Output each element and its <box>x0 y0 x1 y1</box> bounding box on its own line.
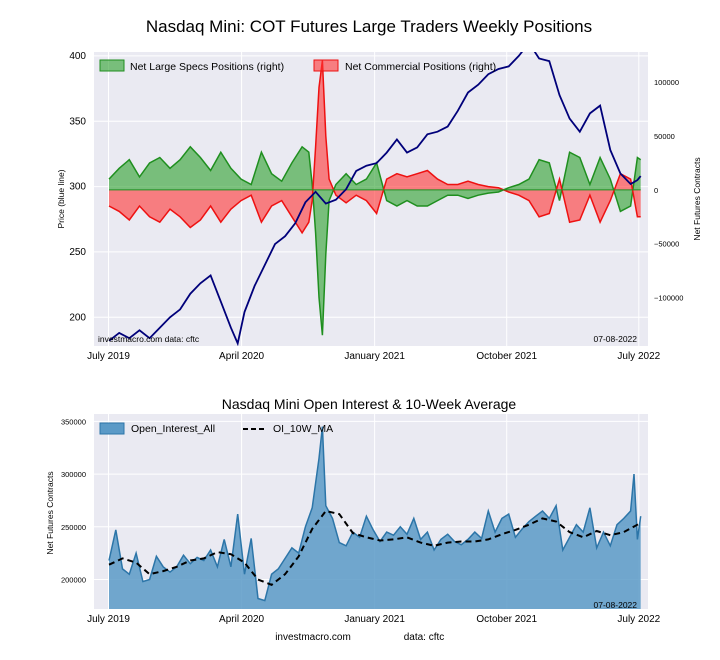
legend-swatch-open-interest <box>99 422 125 435</box>
y-tick-label: 250 <box>69 247 86 258</box>
y-tick-label: 400 <box>69 51 86 62</box>
bottom-left-axis-label: Net Futures Contracts <box>45 471 55 554</box>
x-tick-label: April 2020 <box>219 614 264 625</box>
top-legend: Net Large Specs Positions (right) Net Co… <box>99 59 496 73</box>
top-series-group <box>108 52 642 346</box>
footer-source-site: investmacro.com <box>275 632 351 643</box>
top-corner-right-date: 07-08-2022 <box>594 334 638 344</box>
top-left-axis-label: Price (blue line) <box>56 169 66 228</box>
x-tick-label: July 2019 <box>87 614 130 625</box>
bottom-series-group <box>108 426 642 609</box>
y2-tick-label: −50000 <box>654 240 679 249</box>
y2-tick-label: 100000 <box>654 78 679 87</box>
legend-label-oi-avg: OI_10W_MA <box>273 423 333 435</box>
specs-series-line <box>108 145 642 336</box>
commercial-series-line <box>108 60 641 235</box>
footer-source-data: data: cftc <box>404 632 445 643</box>
y-tick-label: 300000 <box>61 470 86 479</box>
x-tick-label: July 2019 <box>87 351 130 362</box>
legend-swatch-specs <box>99 59 125 72</box>
x-tick-label: July 2022 <box>617 351 660 362</box>
top-axes: July 2019 April 2020 January 2021 October 2… <box>69 51 683 362</box>
legend-label-specs: Net Large Specs Positions (right) <box>130 61 284 73</box>
x-tick-label: July 2022 <box>617 614 660 625</box>
chart-title: Nasdaq Mini: COT Futures Large Traders W… <box>146 17 592 36</box>
price-line <box>108 52 642 346</box>
y-tick-label: 200 <box>69 312 86 323</box>
oi-10w-average-line <box>108 509 642 586</box>
y-tick-label: 350 <box>69 116 86 127</box>
x-tick-label: April 2020 <box>219 351 264 362</box>
legend-swatch-commercial <box>313 59 339 72</box>
y2-tick-label: 0 <box>654 186 658 195</box>
y2-tick-label: −100000 <box>654 294 683 303</box>
y-tick-label: 200000 <box>61 575 86 584</box>
bottom-chart-title: Nasdaq Mini Open Interest & 10-Week Aver… <box>222 396 517 412</box>
x-tick-label: October 2021 <box>476 614 537 625</box>
x-tick-label: October 2021 <box>476 351 537 362</box>
x-tick-label: January 2021 <box>344 351 405 362</box>
y-tick-label: 350000 <box>61 417 86 426</box>
bottom-legend: Open_Interest_All OI_10W_MA <box>99 422 333 435</box>
top-right-axis-label: Net Futures Contracts <box>692 157 702 240</box>
legend-label-commercial: Net Commercial Positions (right) <box>345 61 496 73</box>
x-tick-label: January 2021 <box>344 614 405 625</box>
y-tick-label: 300 <box>69 182 86 193</box>
y2-tick-label: 50000 <box>654 132 675 141</box>
top-corner-left-note: investmacro.com data: cftc <box>98 334 200 344</box>
bottom-corner-right-date: 07-08-2022 <box>594 600 638 610</box>
specs-series-area-positive <box>109 146 641 190</box>
legend-label-open-interest: Open_Interest_All <box>131 423 215 435</box>
commercial-series-area-negative <box>109 189 641 233</box>
open-interest-area <box>109 426 641 609</box>
y-tick-label: 250000 <box>61 523 86 532</box>
bottom-axes: July 2019 April 2020 January 2021 October 2… <box>61 417 661 625</box>
